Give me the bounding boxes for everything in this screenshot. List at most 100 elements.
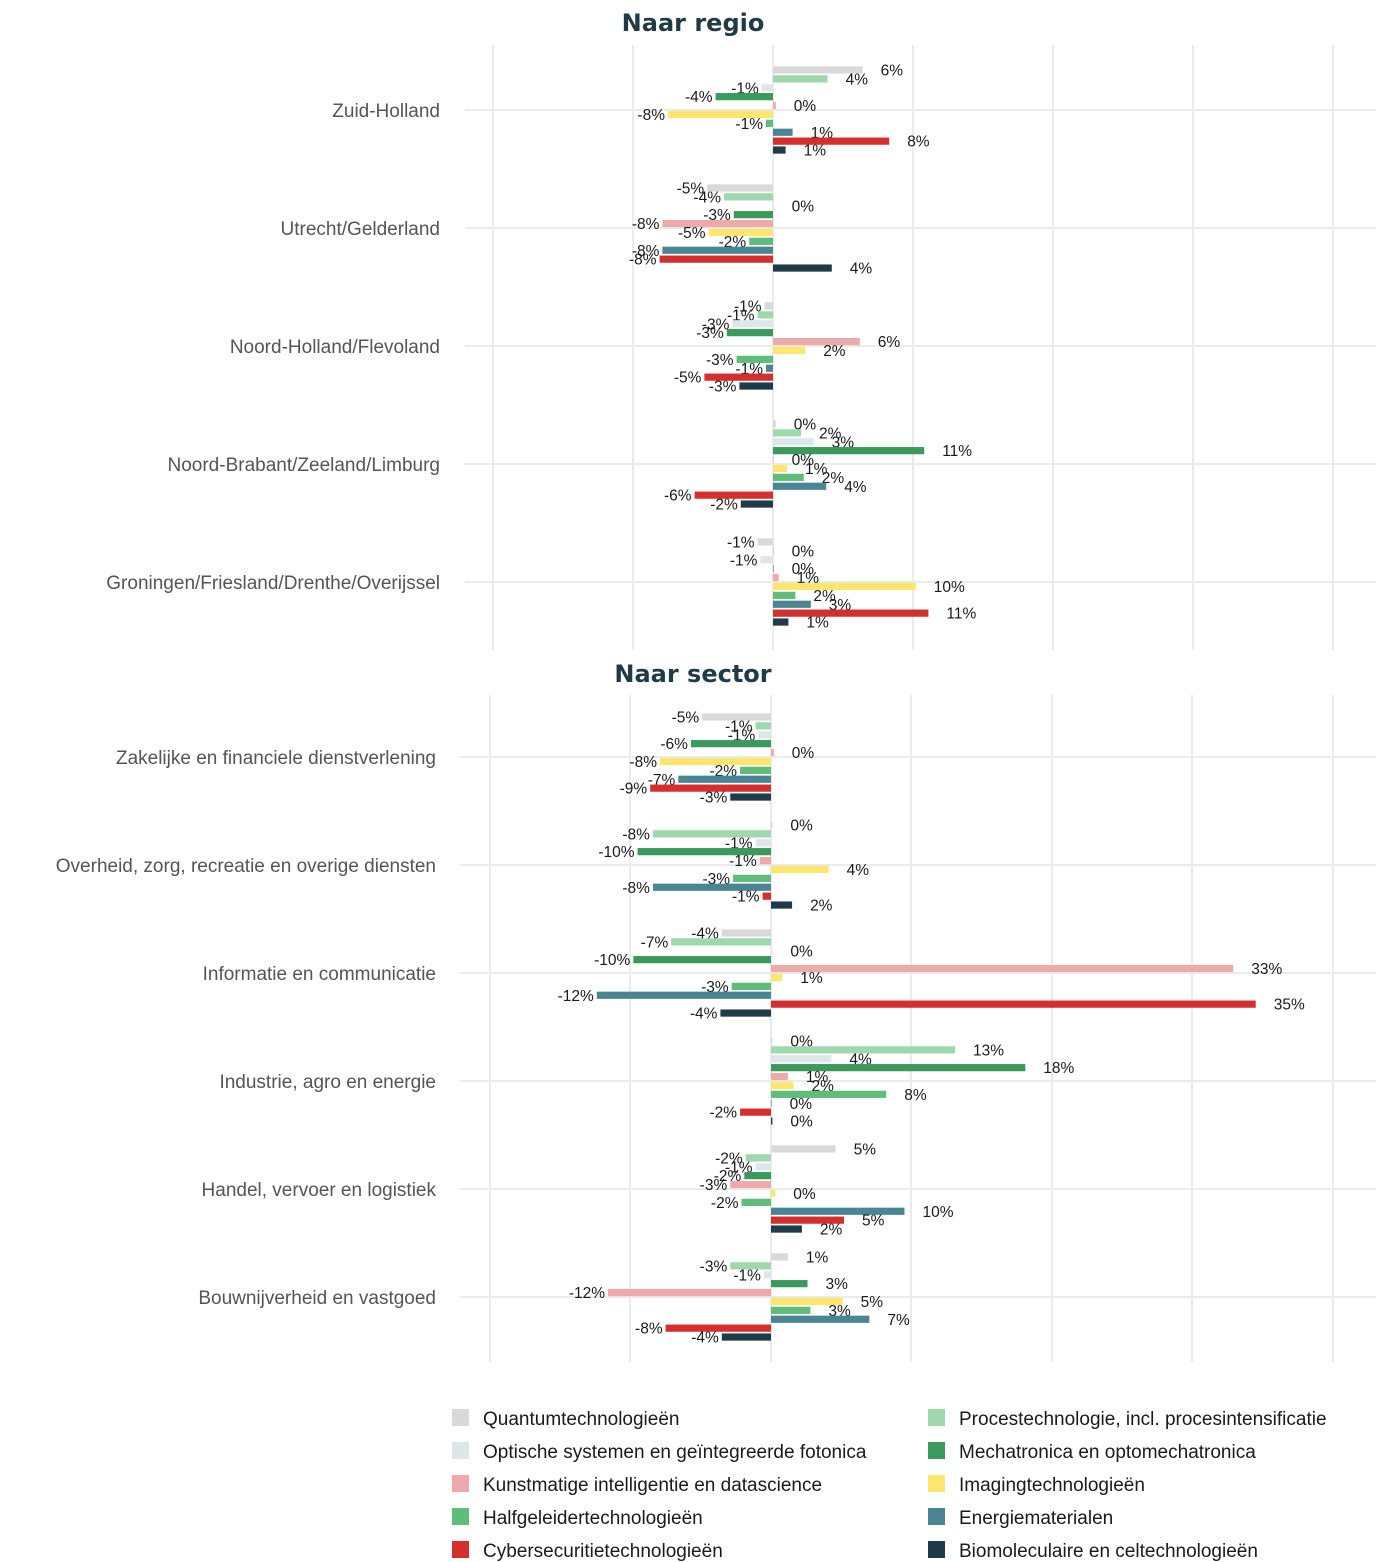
value-label: 10% — [922, 1204, 953, 1221]
value-label: 3% — [826, 1276, 849, 1293]
bar-procestechnologie-incl-procesintensificatie — [757, 311, 773, 319]
value-label: 0% — [794, 98, 817, 115]
panel-title: Naar sector — [614, 660, 771, 688]
value-label: 5% — [861, 1294, 884, 1311]
value-label: -8% — [622, 826, 650, 843]
category-label-industrie-agro-en-energie: Industrie, agro en energie — [219, 1072, 436, 1093]
value-label: 11% — [946, 606, 976, 623]
value-label: -4% — [685, 89, 713, 106]
bar-optische-systemen-en-geintegreerde-fotonica — [758, 731, 771, 739]
value-label: -7% — [648, 772, 676, 789]
legend-swatch-biomoleculaire-en-celtechnologieen — [928, 1541, 945, 1558]
value-label: -8% — [629, 754, 657, 771]
value-label: -1% — [735, 116, 763, 133]
bar-imagingtechnologieen — [773, 464, 787, 473]
bar-optische-systemen-en-geintegreerde-fotonica — [732, 320, 773, 328]
bar-mechatronica-en-optomechatronica — [633, 956, 771, 964]
legend-swatch-optische-systemen-en-geintegreerde-fotonica — [452, 1442, 469, 1459]
bar-biomoleculaire-en-celtechnologieen — [773, 146, 786, 154]
value-label: -2% — [714, 1168, 742, 1185]
bar-procestechnologie-incl-procesintensificatie — [773, 547, 774, 555]
bar-kunstmatige-intelligentie-en-datascience — [771, 1072, 788, 1081]
value-label: 6% — [878, 334, 901, 351]
legend-swatch-kunstmatige-intelligentie-en-datascience — [452, 1475, 469, 1492]
value-label: -3% — [696, 325, 724, 342]
bar-mechatronica-en-optomechatronica — [771, 1064, 1026, 1072]
bar-energiematerialen — [678, 775, 771, 783]
bar-mechatronica-en-optomechatronica — [773, 565, 774, 573]
bar-biomoleculaire-en-celtechnologieen — [773, 264, 832, 272]
value-label: -1% — [730, 552, 758, 569]
bar-biomoleculaire-en-celtechnologieen — [720, 1009, 771, 1017]
bar-imagingtechnologieen — [708, 228, 773, 237]
value-label: 3% — [832, 434, 855, 451]
bar-biomoleculaire-en-celtechnologieen — [739, 382, 773, 390]
value-label: -2% — [710, 763, 738, 780]
bar-procestechnologie-incl-procesintensificatie — [755, 722, 771, 730]
category-label-handel-vervoer-en-logistiek: Handel, vervoer en logistiek — [202, 1180, 437, 1201]
value-label: 0% — [790, 1096, 813, 1113]
bar-kunstmatige-intelligentie-en-datascience — [771, 964, 1234, 973]
bar-halfgeleidertechnologieen — [733, 874, 771, 882]
bar-energiematerialen — [773, 600, 811, 608]
value-label: -3% — [700, 1177, 728, 1194]
bar-energiematerialen — [771, 1207, 905, 1215]
value-label: 1% — [806, 1249, 829, 1266]
value-label: -2% — [719, 234, 747, 251]
bar-energiematerialen — [773, 482, 827, 490]
value-label: 1% — [806, 1069, 829, 1086]
bar-biomoleculaire-en-celtechnologieen — [771, 901, 793, 909]
bar-cybersecuritietechnologieen — [740, 1108, 771, 1116]
bar-kunstmatige-intelligentie-en-datascience — [773, 101, 776, 110]
value-label: -1% — [728, 727, 756, 744]
value-label: -1% — [734, 298, 762, 315]
value-label: -4% — [690, 1006, 718, 1023]
value-label: 0% — [790, 817, 813, 834]
value-label: -4% — [691, 925, 719, 942]
bar-mechatronica-en-optomechatronica — [637, 848, 771, 856]
bar-quantumtechnologieen — [757, 538, 773, 546]
legend-label-kunstmatige-intelligentie-en-datascience: Kunstmatige intelligentie en datascience — [483, 1475, 822, 1496]
category-label-informatie-en-communicatie: Informatie en communicatie — [203, 964, 436, 985]
value-label: -5% — [672, 709, 700, 726]
legend-label-biomoleculaire-en-celtechnologieen: Biomoleculaire en celtechnologieën — [959, 1541, 1258, 1562]
value-label: -8% — [629, 252, 657, 269]
bar-procestechnologie-incl-procesintensificatie — [771, 1046, 956, 1054]
value-label: -12% — [569, 1285, 605, 1302]
value-label: -6% — [664, 488, 692, 505]
value-label: 1% — [804, 143, 827, 160]
bar-biomoleculaire-en-celtechnologieen — [773, 618, 789, 626]
value-label: -4% — [691, 1330, 719, 1347]
value-label: -3% — [700, 1258, 728, 1275]
value-label: -1% — [731, 80, 759, 97]
value-label: -1% — [727, 534, 755, 551]
category-label-overheid-zorg-recreatie-en-overige-diensten: Overheid, zorg, recreatie en overige die… — [56, 856, 436, 877]
value-label: 0% — [790, 943, 813, 960]
category-label-groningen-friesland-drenthe-overijssel: Groningen/Friesland/Drenthe/Overijssel — [106, 573, 440, 594]
value-label: 0% — [792, 745, 815, 762]
bar-procestechnologie-incl-procesintensificatie — [730, 1262, 771, 1270]
bar-cybersecuritietechnologieen — [665, 1324, 771, 1332]
bar-energiematerialen — [662, 246, 773, 254]
bar-halfgeleidertechnologieen — [773, 591, 796, 599]
legend-swatch-imagingtechnologieen — [928, 1475, 945, 1492]
chart-panel-sector: Naar sector Zakelijke en financiele diens… — [56, 660, 1376, 1362]
bar-energiematerialen — [596, 991, 771, 999]
bar-mechatronica-en-optomechatronica — [744, 1172, 771, 1180]
value-label: -3% — [701, 979, 729, 996]
bar-optische-systemen-en-geintegreerde-fotonica — [771, 1055, 832, 1063]
bar-imagingtechnologieen — [773, 346, 806, 355]
value-label: -3% — [703, 207, 731, 224]
bar-kunstmatige-intelligentie-en-datascience — [771, 748, 774, 757]
bar-imagingtechnologieen — [771, 973, 783, 982]
legend-swatch-procestechnologie-incl-procesintensificatie — [928, 1409, 945, 1426]
value-label: -4% — [693, 189, 721, 206]
value-label: -1% — [729, 853, 757, 870]
bar-energiematerialen — [771, 1315, 870, 1323]
legend-label-quantumtechnologieen: Quantumtechnologieën — [483, 1409, 679, 1430]
value-label: -7% — [641, 934, 669, 951]
value-label: -2% — [711, 1195, 739, 1212]
bar-cybersecuritietechnologieen — [771, 1000, 1256, 1008]
bar-procestechnologie-incl-procesintensificatie — [671, 938, 771, 946]
